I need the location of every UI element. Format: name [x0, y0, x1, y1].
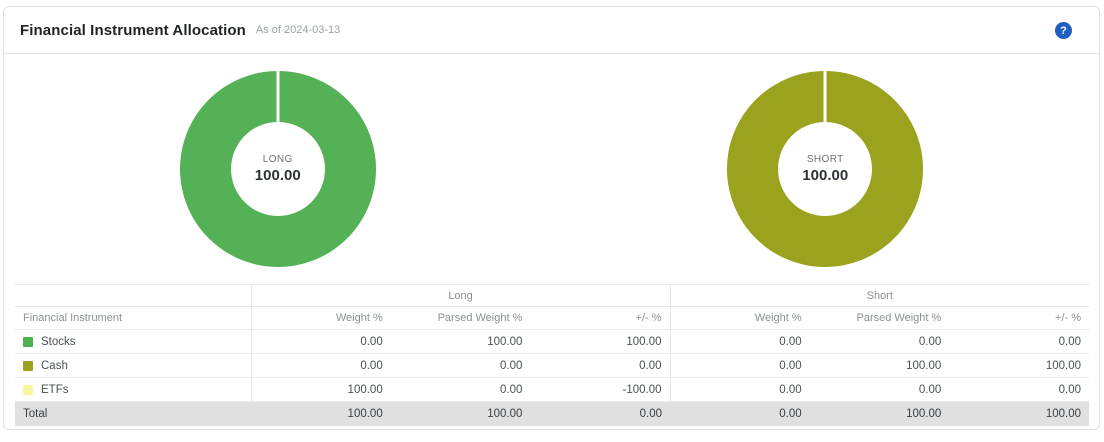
- stocks-long-plus-minus: 100.00: [530, 329, 671, 354]
- donut-chart-long[interactable]: LONG 100.00: [179, 71, 376, 267]
- table-row-total: Total 100.00 100.00 0.00 0.00 100.00 100…: [15, 401, 1089, 426]
- donut-center-label-short: SHORT: [806, 154, 844, 165]
- charts-row: LONG 100.00 SHORT 100.00: [4, 54, 1099, 284]
- cash-long-weight: 0.00: [250, 353, 391, 378]
- slice-divider-long: [276, 71, 280, 123]
- etfs-short-parsed-weight: 0.00: [809, 377, 950, 402]
- col-header-financial-instrument: Financial Instrument: [15, 306, 252, 330]
- etfs-long-plus-minus: -100.00: [530, 377, 671, 402]
- total-short-weight: 0.00: [670, 401, 810, 426]
- total-short-parsed-weight: 100.00: [809, 401, 950, 426]
- donut-chart-short[interactable]: SHORT 100.00: [727, 71, 924, 267]
- col-header-short-parsed-weight: Parsed Weight %: [809, 306, 950, 330]
- row-label-total: Total: [15, 401, 252, 426]
- donut-center-value-short: 100.00: [802, 167, 849, 184]
- etfs-short-plus-minus: 0.00: [949, 377, 1089, 402]
- stocks-legend-swatch: [23, 336, 33, 347]
- cash-short-parsed-weight: 100.00: [809, 353, 950, 378]
- group-header-short: Short: [669, 284, 1089, 307]
- row-label-etfs: ETFs: [41, 383, 69, 396]
- donut-center-label-long: LONG: [262, 154, 293, 165]
- col-header-long-parsed-weight: Parsed Weight %: [390, 306, 531, 330]
- panel-header: Financial Instrument Allocation As of 20…: [4, 7, 1099, 54]
- stocks-long-weight: 0.00: [250, 329, 391, 354]
- etfs-short-weight: 0.00: [669, 377, 810, 402]
- total-long-parsed-weight: 100.00: [390, 401, 531, 426]
- table-row-etfs: ETFs 100.00 0.00 -100.00 0.00 0.00 0.00: [15, 377, 1089, 402]
- col-header-long-weight: Weight %: [250, 306, 391, 330]
- donut-hole-long: LONG 100.00: [230, 122, 325, 216]
- etfs-long-parsed-weight: 0.00: [390, 377, 531, 402]
- slice-divider-short: [823, 71, 827, 123]
- etfs-long-weight: 100.00: [250, 377, 391, 402]
- total-long-weight: 100.00: [251, 401, 391, 426]
- financial-instrument-allocation-panel: Financial Instrument Allocation As of 20…: [3, 6, 1100, 430]
- col-header-long-plus-minus: +/- %: [530, 306, 671, 330]
- total-long-plus-minus: 0.00: [530, 401, 671, 426]
- column-header-row: Financial Instrument Weight % Parsed Wei…: [15, 306, 1089, 330]
- group-header-spacer: [15, 284, 252, 307]
- group-header-row: Long Short: [15, 284, 1089, 307]
- cash-long-plus-minus: 0.00: [530, 353, 671, 378]
- as-of-date-label: As of 2024-03-13: [255, 24, 341, 36]
- stocks-short-weight: 0.00: [669, 329, 810, 354]
- col-header-short-plus-minus: +/- %: [949, 306, 1089, 330]
- short-chart-area: SHORT 100.00: [552, 54, 1100, 284]
- donut-center-value-long: 100.00: [254, 167, 301, 184]
- row-label-stocks: Stocks: [41, 335, 76, 348]
- stocks-short-plus-minus: 0.00: [949, 329, 1089, 354]
- cash-short-weight: 0.00: [669, 353, 810, 378]
- table-row-cash: Cash 0.00 0.00 0.00 0.00 100.00 100.00: [15, 353, 1089, 378]
- cash-long-parsed-weight: 0.00: [390, 353, 531, 378]
- table-row-stocks: Stocks 0.00 100.00 100.00 0.00 0.00 0.00: [15, 329, 1089, 354]
- donut-hole-short: SHORT 100.00: [778, 122, 873, 216]
- help-button[interactable]: ?: [1055, 22, 1072, 39]
- stocks-short-parsed-weight: 0.00: [809, 329, 950, 354]
- allocation-table: Long Short Financial Instrument Weight %…: [15, 284, 1089, 426]
- total-short-plus-minus: 100.00: [949, 401, 1089, 426]
- etfs-legend-swatch: [23, 384, 33, 395]
- cash-legend-swatch: [23, 360, 33, 371]
- row-label-cash: Cash: [41, 359, 68, 372]
- group-header-long: Long: [250, 284, 671, 307]
- cash-short-plus-minus: 100.00: [949, 353, 1089, 378]
- question-mark-icon: ?: [1060, 24, 1067, 37]
- col-header-short-weight: Weight %: [669, 306, 810, 330]
- stocks-long-parsed-weight: 100.00: [390, 329, 531, 354]
- page-title: Financial Instrument Allocation: [20, 21, 246, 39]
- long-chart-area: LONG 100.00: [4, 54, 552, 284]
